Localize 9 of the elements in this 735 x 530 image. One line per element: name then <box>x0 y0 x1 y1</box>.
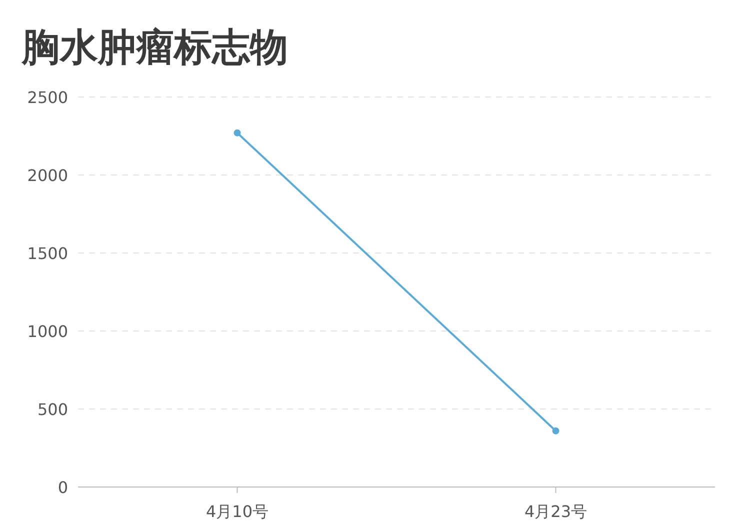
x-tick-label: 4月10号 <box>206 502 269 521</box>
y-tick-label: 1500 <box>27 244 68 263</box>
y-tick-label: 0 <box>58 478 68 497</box>
y-tick-label: 2000 <box>27 166 68 185</box>
title: 胸水肿瘤标志物 <box>22 25 288 69</box>
y-tick-label: 500 <box>37 400 68 419</box>
y-tick-label: 2500 <box>27 88 68 107</box>
x-tick-label: 4月23号 <box>524 502 588 521</box>
y-tick-label: 1000 <box>27 322 68 341</box>
